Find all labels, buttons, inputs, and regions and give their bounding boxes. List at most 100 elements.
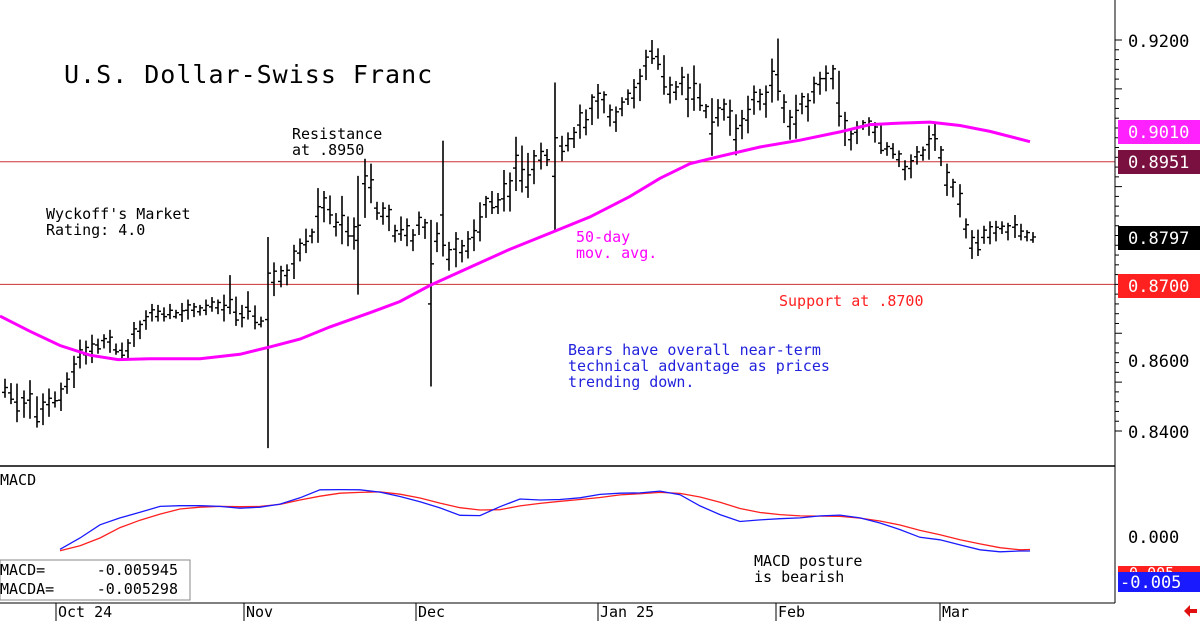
price-bar — [173, 309, 179, 319]
price-bar — [459, 239, 465, 263]
price-bar — [715, 99, 721, 127]
price-bar — [697, 83, 703, 111]
rating-annotation-line-2: Rating: 4.0 — [46, 221, 145, 239]
price-bar — [265, 236, 271, 449]
price-bar — [345, 216, 351, 247]
resistance-annotation-line-2: at .8950 — [292, 141, 364, 159]
price-bar — [878, 125, 884, 154]
price-bar — [525, 152, 531, 198]
price-bar — [902, 160, 908, 181]
price-bar — [848, 128, 854, 151]
price-bar — [685, 73, 691, 118]
price-bar — [203, 299, 209, 316]
price-bar — [538, 142, 544, 170]
price-bar — [155, 304, 161, 322]
price-bar — [625, 89, 631, 106]
price-bar — [291, 244, 297, 279]
scroll-left-arrow-shaft[interactable] — [1189, 609, 1197, 613]
date-label-dec: Dec — [418, 603, 445, 621]
price-bar — [793, 94, 799, 139]
macda-readout-value: -0.005298 — [97, 580, 178, 598]
price-bar — [559, 135, 565, 162]
macda-readout-label: MACDA= — [0, 580, 54, 598]
scroll-left-arrow-head[interactable] — [1184, 605, 1190, 617]
price-bar — [787, 109, 793, 140]
price-bar — [137, 320, 143, 340]
comment-annotation: Bears have overall near-term technical a… — [568, 341, 839, 391]
price-bar — [64, 372, 70, 394]
price-bar — [926, 125, 932, 160]
price-bar — [477, 202, 483, 242]
price-bar — [1012, 214, 1018, 238]
price-bar — [191, 302, 197, 318]
macd-panel-title: MACD — [0, 471, 36, 489]
price-bar — [583, 109, 589, 136]
price-bar — [513, 136, 519, 192]
price-bar — [398, 216, 404, 241]
scroll-left-arrow-icon[interactable] — [1184, 605, 1197, 617]
price-bar — [571, 126, 577, 149]
price-bar — [297, 238, 303, 262]
resistance-annotation-line-1: Resistance — [292, 125, 382, 143]
price-bar — [709, 98, 715, 156]
price-bar — [552, 82, 558, 231]
price-bar — [830, 64, 836, 90]
price-bar — [333, 213, 339, 237]
price-bar — [745, 95, 751, 134]
price-bar — [392, 224, 398, 243]
price-bar — [565, 132, 571, 152]
price-bar — [453, 232, 459, 268]
price-bar — [673, 81, 679, 101]
price-bar — [309, 228, 315, 244]
macd-readout-value: -0.005945 — [97, 561, 178, 579]
price-bar — [619, 97, 625, 117]
price-bar — [27, 380, 33, 419]
price-bar — [938, 146, 944, 167]
price-bar — [179, 302, 185, 323]
price-bar — [8, 383, 14, 405]
price-bar — [957, 184, 963, 218]
price-bar — [932, 122, 938, 151]
price-bar — [209, 297, 215, 312]
price-tag-last-bg — [1118, 226, 1200, 250]
price-bar — [854, 121, 860, 145]
price-bar — [799, 92, 805, 115]
price-tag-support: 0.8700 — [1118, 274, 1200, 298]
price-bar — [40, 393, 46, 426]
moving-average-label: 50-day mov. avg. — [576, 228, 657, 262]
price-bar — [95, 338, 101, 354]
date-axis: Oct 24 Nov Dec Jan 25 Feb Mar — [0, 602, 1115, 621]
price-tag-ma: 0.9010 — [1118, 120, 1200, 144]
price-tag-resistance: 0.8951 — [1118, 150, 1200, 174]
price-bar — [655, 48, 661, 70]
price-bar — [434, 222, 440, 253]
price-bar — [920, 146, 926, 161]
price-bar — [577, 104, 583, 139]
price-bar — [258, 316, 264, 328]
date-label-oct-24: Oct 24 — [58, 603, 112, 621]
macd-panel: MACD MACD= -0.005945 MACDA= -0.005298 MA… — [0, 471, 1031, 601]
moving-average-label-line-2: mov. avg. — [576, 244, 657, 262]
price-bar — [327, 195, 333, 225]
price-bar — [101, 334, 107, 349]
price-bar — [969, 230, 975, 259]
price-bar — [321, 191, 327, 223]
price-bar — [763, 85, 769, 118]
price-bar — [489, 191, 495, 214]
price-tag-last: 0.8797 — [1118, 226, 1200, 250]
y-tick-label-0.8600: 0.8600 — [1128, 352, 1189, 372]
price-bar — [884, 142, 890, 156]
price-bar — [613, 106, 619, 132]
macd-annotation: MACD posture is bearish — [754, 552, 871, 586]
price-bar — [227, 275, 233, 315]
price-bar — [404, 218, 410, 247]
resistance-annotation: Resistance at .8950 — [292, 125, 391, 159]
price-bar — [161, 307, 167, 322]
price-bar — [751, 85, 757, 115]
price-bar — [637, 68, 643, 102]
price-bar — [245, 291, 251, 320]
rating-annotation: Wyckoff's Market Rating: 4.0 — [46, 205, 200, 239]
price-bar — [1018, 223, 1024, 241]
price-bar — [2, 378, 8, 398]
